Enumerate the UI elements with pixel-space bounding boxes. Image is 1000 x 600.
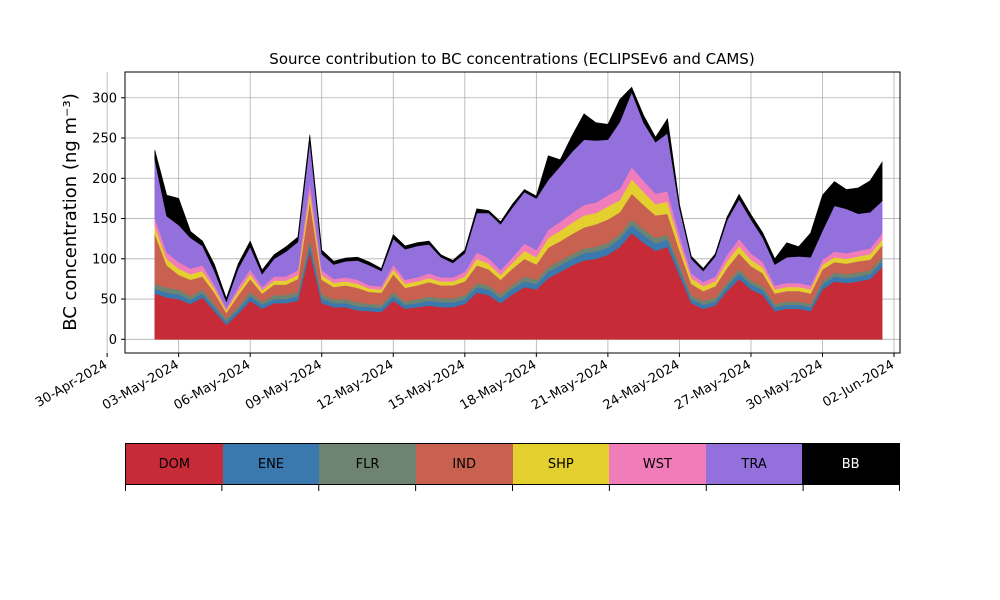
plot-frame (124, 71, 901, 354)
legend-item-bb: BB (802, 444, 899, 484)
x-tick-label: 15-May-2024 (386, 357, 468, 413)
legend-item-flr: FLR (319, 444, 416, 484)
x-tick-label: 12-May-2024 (315, 357, 397, 413)
x-tick-label: 09-May-2024 (243, 357, 325, 413)
legend-item-dom: DOM (126, 444, 223, 484)
x-tick-label: 30-Apr-2024 (33, 357, 110, 410)
x-tick-label: 24-May-2024 (601, 357, 683, 413)
legend-item-tra: TRA (705, 444, 803, 484)
legend-item-ene: ENE (222, 444, 320, 484)
legend-ticks (125, 485, 900, 491)
legend-item-shp: SHP (512, 444, 610, 484)
legend-colorbar: DOM ENE FLR IND SHP WST TRA BB (125, 443, 900, 485)
y-tick-label: 150 (92, 212, 117, 227)
x-tick-label: 02-Jun-2024 (820, 357, 897, 410)
y-tick-label: 0 (109, 333, 117, 348)
x-tick-label: 27-May-2024 (672, 357, 754, 413)
y-axis-label: BC concentration (ng m⁻³) (60, 93, 81, 331)
y-tick-label: 50 (100, 293, 117, 308)
x-tick-label: 30-May-2024 (744, 357, 826, 413)
area-bb (154, 86, 883, 303)
y-tick-label: 300 (92, 91, 117, 106)
x-tick-label: 06-May-2024 (172, 357, 254, 413)
x-tick-label: 21-May-2024 (529, 357, 611, 413)
x-tick-label: 03-May-2024 (100, 357, 182, 413)
legend-item-wst: WST (609, 444, 706, 484)
chart-title: Source contribution to BC concentrations… (269, 50, 754, 68)
area-series (154, 86, 883, 340)
y-tick-label: 100 (92, 252, 117, 267)
legend-item-ind: IND (415, 444, 513, 484)
x-tick-label: 18-May-2024 (458, 357, 540, 413)
y-tick-label: 200 (92, 172, 117, 187)
y-tick-label: 250 (92, 132, 117, 147)
